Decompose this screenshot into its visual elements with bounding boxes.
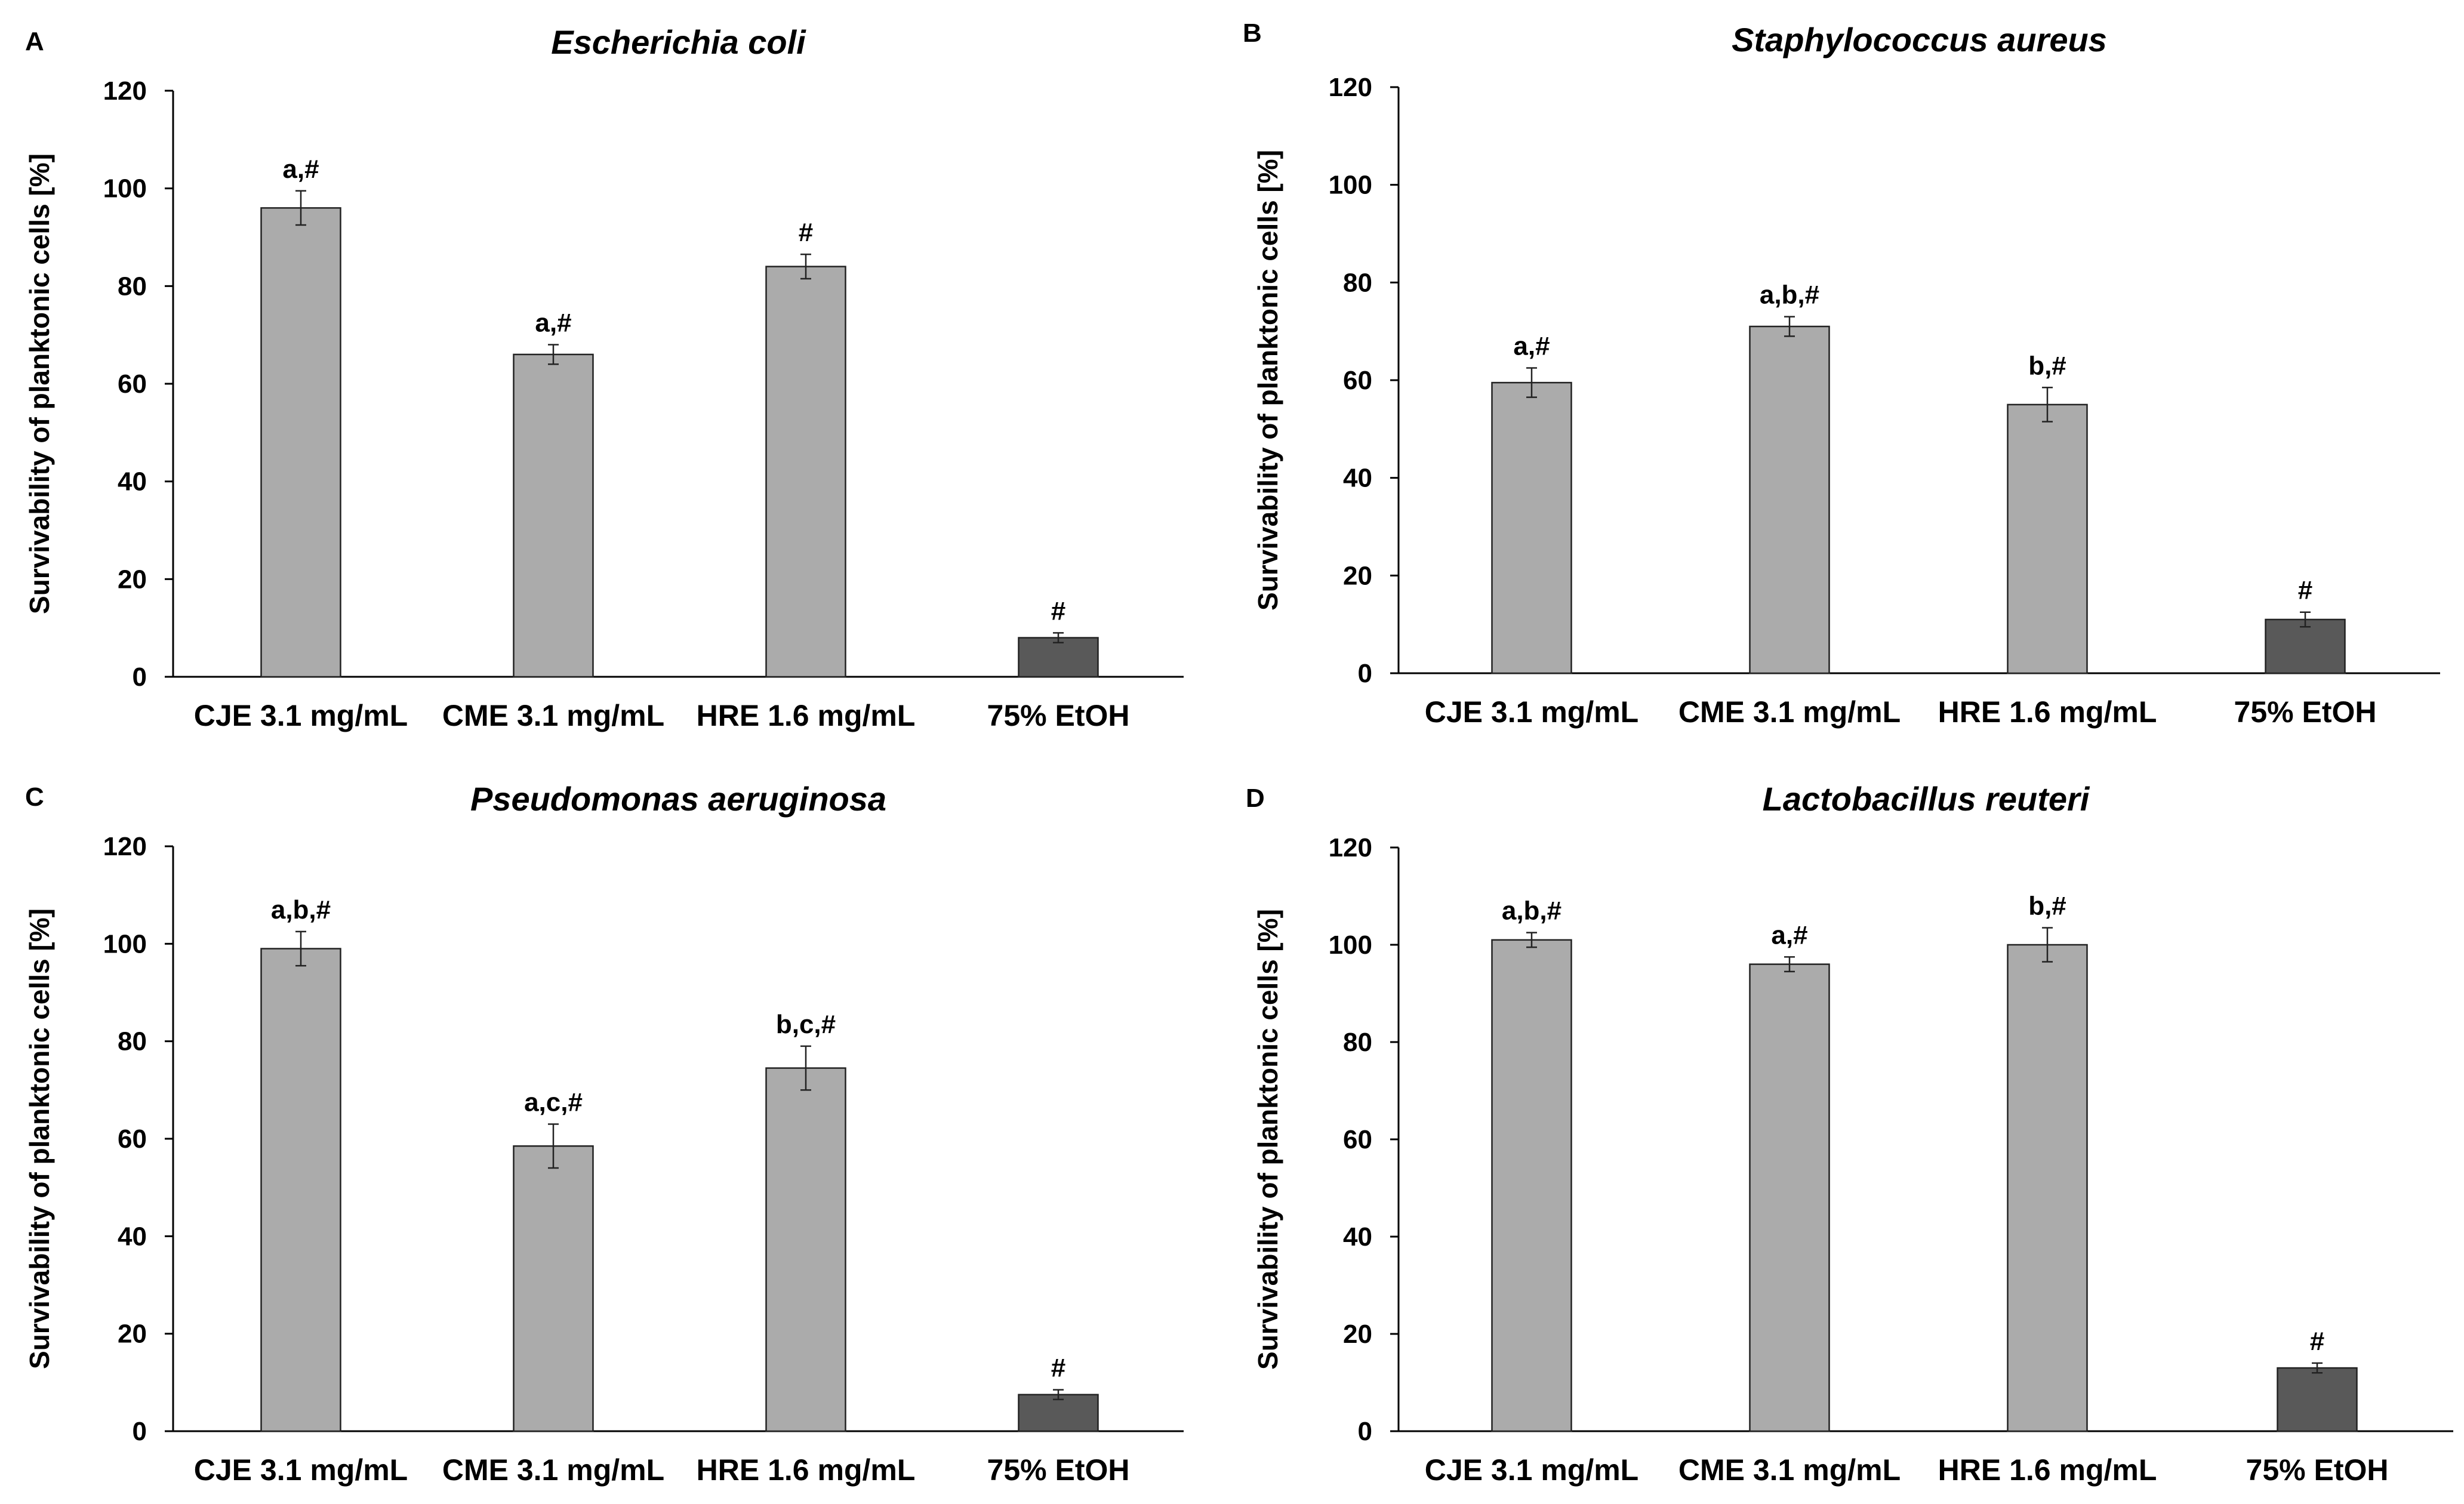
significance-label: a,b,# [1502, 896, 1561, 926]
significance-label: b,# [2028, 351, 2066, 380]
x-tick-label: CJE 3.1 mg/mL [1425, 1453, 1638, 1487]
x-tick-label: HRE 1.6 mg/mL [697, 699, 916, 732]
y-axis-label: Survivability of planktonic cells [%] [24, 908, 55, 1369]
significance-label: # [2310, 1327, 2324, 1356]
significance-label: # [2298, 576, 2312, 605]
y-tick-label: 80 [118, 1027, 147, 1056]
x-tick-label: 75% EtOH [2246, 1453, 2389, 1487]
panel-b: B Staphylococcus aureus Survivability of p… [1243, 19, 2440, 729]
bar [1491, 381, 1572, 674]
y-tick-label: 80 [118, 272, 147, 301]
significance-label: # [1051, 1354, 1065, 1383]
y-tick-label: 0 [1358, 659, 1372, 688]
y-tick-label: 40 [1343, 464, 1372, 493]
bar [1749, 325, 1830, 674]
y-tick-label: 60 [118, 369, 147, 399]
bar [260, 948, 341, 1432]
significance-label: a,# [535, 309, 571, 338]
y-tick-label: 80 [1343, 1028, 1372, 1057]
bar [513, 353, 594, 678]
y-tick-label: 60 [118, 1124, 147, 1154]
y-axis-label: Survivability of planktonic cells [%] [1252, 909, 1283, 1370]
y-tick-label: 100 [1329, 930, 1372, 960]
chart-title: Pseudomonas aeruginosa [470, 780, 886, 818]
bar [260, 207, 341, 678]
y-tick-label: 60 [1343, 366, 1372, 395]
bar [765, 1067, 846, 1432]
x-tick-label: HRE 1.6 mg/mL [697, 1453, 916, 1487]
chart-title: Staphylococcus aureus [1732, 21, 2107, 58]
x-tick-label: CJE 3.1 mg/mL [194, 699, 408, 732]
y-tick-label: 20 [1343, 1320, 1372, 1349]
panel-letter: D [1246, 784, 1265, 813]
significance-label: b,c,# [776, 1010, 836, 1039]
bar [1749, 963, 1830, 1432]
x-tick-label: 75% EtOH [987, 699, 1130, 732]
panel-a: A Escherichia coli Survivability of plankt… [24, 23, 1184, 732]
bar [1018, 637, 1099, 678]
y-tick-label: 0 [133, 1417, 147, 1446]
x-tick-label: HRE 1.6 mg/mL [1938, 695, 2157, 729]
x-tick-label: CME 3.1 mg/mL [1678, 1453, 1901, 1487]
bar [2277, 1367, 2358, 1432]
x-tick-label: 75% EtOH [2234, 695, 2377, 729]
y-tick-label: 120 [1329, 73, 1372, 102]
x-tick-label: CJE 3.1 mg/mL [194, 1453, 408, 1487]
y-tick-label: 20 [118, 565, 147, 594]
bar [2265, 618, 2346, 674]
y-tick-label: 80 [1343, 268, 1372, 297]
y-tick-label: 20 [118, 1320, 147, 1349]
y-tick-label: 120 [103, 832, 147, 861]
x-tick-label: CME 3.1 mg/mL [442, 699, 664, 732]
y-tick-label: 40 [118, 467, 147, 497]
significance-label: a,b,# [1760, 281, 1819, 310]
y-tick-label: 100 [103, 174, 147, 204]
bar [765, 266, 846, 678]
bar [513, 1145, 594, 1432]
significance-label: a,# [282, 155, 319, 184]
significance-label: b,# [2028, 891, 2066, 920]
panel-letter: C [25, 782, 44, 812]
y-tick-label: 100 [1329, 171, 1372, 200]
y-tick-label: 40 [1343, 1222, 1372, 1252]
y-axis-label: Survivability of planktonic cells [%] [24, 153, 55, 614]
y-tick-label: 0 [1358, 1417, 1372, 1446]
significance-label: a,# [1513, 332, 1550, 361]
y-tick-label: 40 [118, 1222, 147, 1251]
significance-label: # [1051, 596, 1065, 625]
x-tick-label: CJE 3.1 mg/mL [1425, 695, 1638, 729]
y-tick-label: 120 [1329, 833, 1372, 862]
chart-title: Lactobacillus reuteri [1763, 780, 2090, 818]
panel-letter: A [25, 27, 44, 56]
significance-label: a,c,# [524, 1088, 583, 1117]
y-axis-label: Survivability of planktonic cells [%] [1252, 150, 1283, 611]
significance-label: a,b,# [271, 895, 331, 924]
x-tick-label: 75% EtOH [987, 1453, 1130, 1487]
significance-label: # [799, 218, 813, 247]
x-tick-label: CME 3.1 mg/mL [1678, 695, 1901, 729]
x-tick-label: CME 3.1 mg/mL [442, 1453, 664, 1487]
y-tick-label: 60 [1343, 1125, 1372, 1154]
significance-label: a,# [1771, 920, 1807, 950]
chart-title: Escherichia coli [551, 23, 806, 61]
y-tick-label: 20 [1343, 561, 1372, 590]
y-tick-label: 100 [103, 929, 147, 959]
bar [2007, 403, 2088, 674]
bar [1491, 939, 1572, 1432]
y-tick-label: 120 [103, 76, 147, 106]
x-tick-label: HRE 1.6 mg/mL [1938, 1453, 2157, 1487]
bar [2007, 944, 2088, 1432]
y-tick-label: 0 [133, 662, 147, 692]
panel-d: D Lactobacillus reuteri Survivability of p… [1246, 780, 2453, 1487]
panel-letter: B [1243, 19, 1262, 48]
panel-c: C Pseudomonas aeruginosa Survivability of … [24, 780, 1184, 1487]
